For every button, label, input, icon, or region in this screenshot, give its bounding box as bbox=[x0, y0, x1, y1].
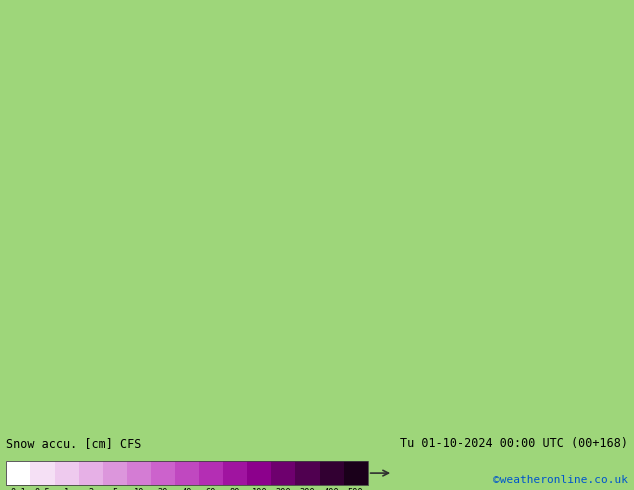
Bar bbox=[6, 461, 368, 486]
Text: ©weatheronline.co.uk: ©weatheronline.co.uk bbox=[493, 475, 628, 485]
Text: 500: 500 bbox=[348, 488, 363, 490]
Text: 80: 80 bbox=[230, 488, 240, 490]
Bar bbox=[151, 461, 175, 486]
Bar bbox=[175, 461, 199, 486]
Bar bbox=[199, 461, 223, 486]
Text: 40: 40 bbox=[182, 488, 192, 490]
Text: 5: 5 bbox=[112, 488, 117, 490]
Text: 0.5: 0.5 bbox=[35, 488, 50, 490]
Bar bbox=[55, 461, 79, 486]
Bar bbox=[103, 461, 127, 486]
Text: 100: 100 bbox=[252, 488, 267, 490]
Bar bbox=[271, 461, 295, 486]
Bar bbox=[79, 461, 103, 486]
Text: 200: 200 bbox=[276, 488, 291, 490]
Bar bbox=[247, 461, 271, 486]
Bar bbox=[30, 461, 55, 486]
Text: Snow accu. [cm] CFS: Snow accu. [cm] CFS bbox=[6, 437, 142, 450]
Text: 20: 20 bbox=[158, 488, 168, 490]
Text: 60: 60 bbox=[206, 488, 216, 490]
Bar bbox=[295, 461, 320, 486]
Bar bbox=[127, 461, 151, 486]
Text: Tu 01-10-2024 00:00 UTC (00+168): Tu 01-10-2024 00:00 UTC (00+168) bbox=[399, 437, 628, 450]
Bar bbox=[344, 461, 368, 486]
Text: 10: 10 bbox=[134, 488, 144, 490]
Bar bbox=[6, 461, 30, 486]
Bar bbox=[223, 461, 247, 486]
Text: 0.1: 0.1 bbox=[11, 488, 26, 490]
Text: 400: 400 bbox=[324, 488, 339, 490]
Text: 2: 2 bbox=[88, 488, 93, 490]
Text: 1: 1 bbox=[64, 488, 69, 490]
Bar bbox=[320, 461, 344, 486]
Text: 300: 300 bbox=[300, 488, 315, 490]
